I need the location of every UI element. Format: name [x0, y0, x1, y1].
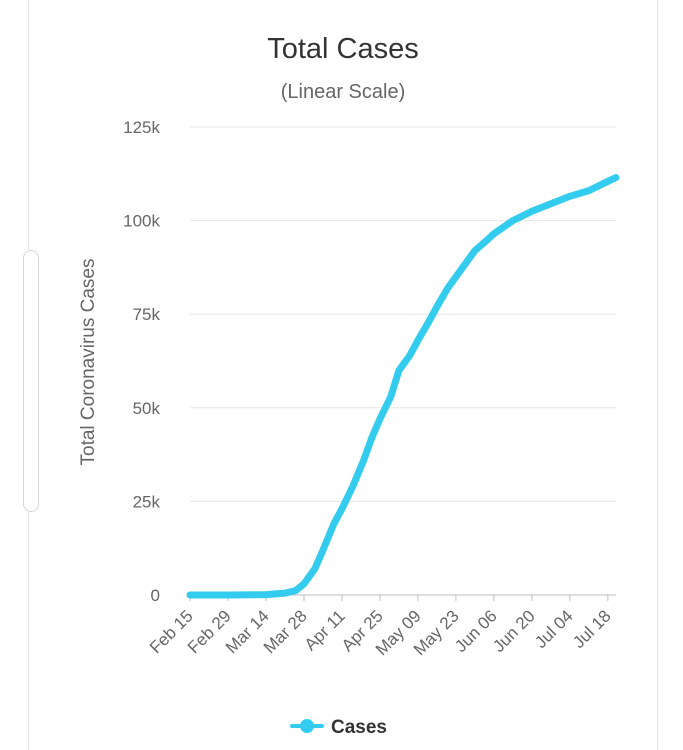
x-tick-label: Jun 06 — [451, 606, 501, 656]
y-tick-label: 125k — [123, 118, 160, 137]
series-group — [186, 174, 620, 599]
chart-title: Total Cases — [267, 33, 419, 65]
y-tick-label: 0 — [151, 586, 160, 605]
chart-subtitle: (Linear Scale) — [281, 81, 406, 103]
x-tick-label: Jul 04 — [531, 606, 577, 652]
series-line-cases[interactable] — [186, 174, 620, 599]
y-tick-label: 75k — [133, 305, 161, 324]
y-tick-label: 25k — [133, 492, 161, 511]
side-panel-handle[interactable] — [23, 250, 39, 512]
x-tick-label: Jul 18 — [569, 606, 615, 652]
legend[interactable]: Cases — [290, 717, 387, 738]
x-tick-label: Jun 20 — [489, 606, 539, 656]
y-axis-ticks: 0 25k 50k 75k 100k 125k — [123, 118, 160, 605]
x-tick-label: Apr 11 — [301, 606, 349, 654]
legend-dot-marker — [300, 719, 314, 733]
y-axis-label: Total Coronavirus Cases — [78, 259, 99, 466]
legend-entry-cases[interactable]: Cases — [331, 717, 387, 738]
y-tick-label: 50k — [133, 399, 161, 418]
chart-card — [23, 0, 658, 750]
grid-lines — [190, 126, 616, 596]
x-tick-label: Mar 28 — [260, 606, 311, 657]
y-tick-label: 100k — [123, 212, 160, 231]
